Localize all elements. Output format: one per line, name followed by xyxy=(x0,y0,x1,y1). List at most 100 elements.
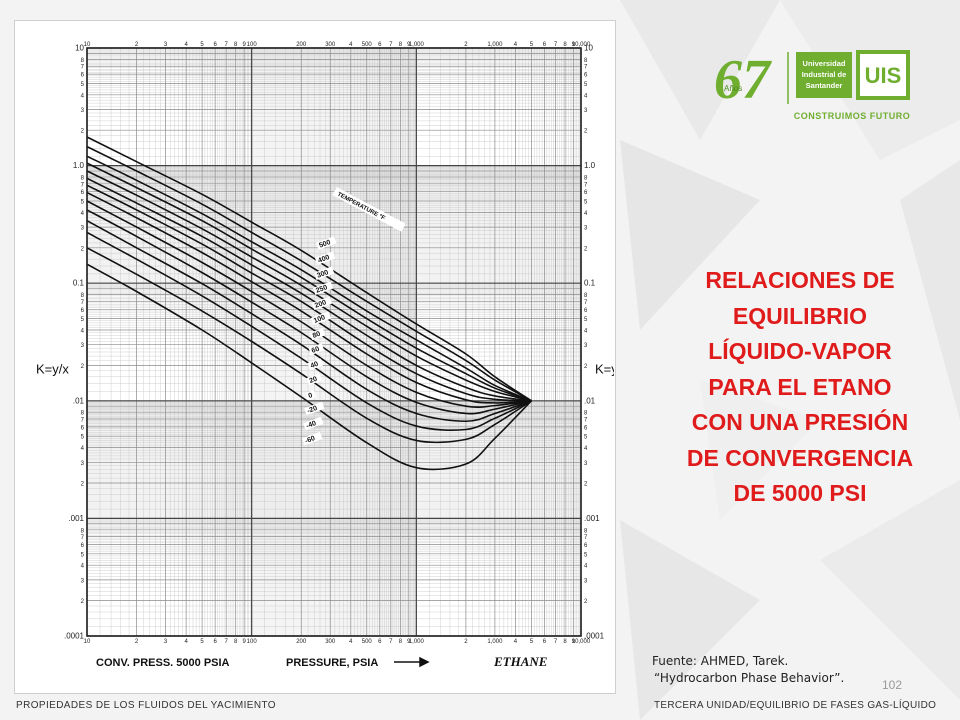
x-tick-label-bottom: 1,000 xyxy=(409,639,425,645)
temperature-label-250: 250 xyxy=(315,284,328,295)
y-tick-label-right: 2 xyxy=(584,364,588,370)
y-tick-label-left: 10 xyxy=(75,44,84,53)
y-tick-label-right: 4 xyxy=(584,446,588,452)
x-tick-label-bottom: 2 xyxy=(464,639,468,645)
k-curve-60 xyxy=(86,191,532,404)
x-tick-label-top: 3 xyxy=(164,42,168,48)
y-tick-label-left: 6 xyxy=(81,543,85,549)
x-tick-label-bottom: 100 xyxy=(247,639,258,645)
y-tick-label-left: 8 xyxy=(81,411,85,417)
y-tick-label-left: 7 xyxy=(81,418,85,424)
title-line: EQUILIBRIO xyxy=(732,302,868,329)
y-tick-label-right: 3 xyxy=(584,461,588,467)
temperature-label-group: 0 xyxy=(305,390,317,401)
y-tick-label-right: 7 xyxy=(584,418,588,424)
y-tick-label-left: 5 xyxy=(81,435,85,441)
y-tick-label-left: 7 xyxy=(81,535,85,541)
temperature-label-bg xyxy=(302,431,323,446)
x-tick-label-top: 6 xyxy=(213,42,217,48)
x-tick-label-top: 9 xyxy=(407,42,411,48)
temperature-label-bg xyxy=(310,311,332,326)
x-tick-label-top: 1,000 xyxy=(487,42,503,48)
y-tick-label-left: 4 xyxy=(81,564,85,570)
uis-seal xyxy=(856,50,910,100)
temperature-label-200: 200 xyxy=(314,299,327,310)
svg-text:Industrial de: Industrial de xyxy=(802,70,847,79)
x-tick-label-top: 5 xyxy=(200,42,204,48)
y-tick-label-right: .0001 xyxy=(584,632,605,641)
y-tick-label-right: 8 xyxy=(584,175,588,181)
k-curve--20 xyxy=(86,231,532,431)
x-tick-label-top: 9 xyxy=(242,42,246,48)
y-tick-label-left: 8 xyxy=(81,293,85,299)
k-curve-20 xyxy=(86,209,532,415)
x-tick-label-bottom: 6 xyxy=(213,639,217,645)
y-tick-label-left: 5 xyxy=(81,82,85,88)
y-tick-label-left: 8 xyxy=(81,58,85,64)
k-curve-80 xyxy=(86,184,532,402)
temperature-label--60: -60 xyxy=(304,435,316,445)
k-curve-400 xyxy=(86,145,532,402)
x-tick-label-bottom: 200 xyxy=(296,639,307,645)
y-tick-label-left: 4 xyxy=(81,328,85,334)
y-tick-label-right: 3 xyxy=(584,578,588,584)
x-tick-label-bottom: 10 xyxy=(84,639,91,645)
title-line: CON UNA PRESIÓN xyxy=(691,409,909,435)
anniversary-number: 67 xyxy=(714,49,772,111)
y-tick-label-left: 6 xyxy=(81,190,85,196)
x-tick-label-bottom: 3 xyxy=(164,639,168,645)
temperature-label-80: 80 xyxy=(312,331,322,340)
temperature-label-group: 80 xyxy=(309,328,326,341)
x-tick-label-bottom: 10,000 xyxy=(572,639,591,645)
uis-logo: 67 Años Universidad Industrial de Santan… xyxy=(714,49,910,121)
x-axis-arrow xyxy=(394,656,430,668)
temperature-label-100: 100 xyxy=(313,314,326,325)
y-tick-label-left: 5 xyxy=(81,552,85,558)
x-tick-label-bottom: 4 xyxy=(514,639,518,645)
source-citation: Fuente: AHMED, Tarek. “Hydrocarbon Phase… xyxy=(652,653,844,687)
temperature-label-bg xyxy=(305,390,317,401)
x-tick-label-top: 10 xyxy=(84,42,91,48)
x-tick-label-bottom: 8 xyxy=(399,639,403,645)
x-tick-label-top: 8 xyxy=(399,42,403,48)
title-line: LÍQUIDO-VAPOR xyxy=(708,338,892,364)
temperature-label-40: 40 xyxy=(310,361,320,370)
temperature-label-bg xyxy=(311,296,333,311)
y-tick-label-left: 0.1 xyxy=(73,279,85,288)
plot-border xyxy=(86,47,582,637)
x-tick-label-bottom: 9 xyxy=(407,639,411,645)
y-tick-label-right: 5 xyxy=(584,317,588,323)
y-tick-label-right: 2 xyxy=(584,246,588,252)
x-tick-label-bottom: 1,000 xyxy=(487,639,503,645)
temperature-label-group: -60 xyxy=(302,431,323,446)
x-tick-label-top: 200 xyxy=(296,42,307,48)
temperature-label-group: -40 xyxy=(303,416,324,431)
title-line: DE 5000 PSI xyxy=(733,480,867,506)
temperature-label-bg xyxy=(309,328,326,341)
y-tick-label-right: 2 xyxy=(584,481,588,487)
y-tick-label-right: 3 xyxy=(584,226,588,232)
x-tick-label-bottom: 4 xyxy=(184,639,188,645)
temperature-label-bg xyxy=(304,401,325,416)
x-tick-label-top: 4 xyxy=(514,42,518,48)
y-tick-label-right: 2 xyxy=(584,599,588,605)
temperature-header-bg xyxy=(332,187,406,232)
y-tick-label-right: 8 xyxy=(584,293,588,299)
y-tick-label-left: 7 xyxy=(81,300,85,306)
y-tick-label-right: 5 xyxy=(584,435,588,441)
k-curve-100 xyxy=(86,177,532,402)
y-tick-label-right: 6 xyxy=(584,425,588,431)
y-tick-label-right: 7 xyxy=(584,300,588,306)
footer-right: TERCERA UNIDAD/EQUILIBRIO DE FASES GAS-L… xyxy=(654,700,937,711)
k-curve-250 xyxy=(86,162,532,402)
x-tick-label-top: 9 xyxy=(572,42,576,48)
y-tick-label-right: .01 xyxy=(584,396,596,405)
x-tick-label-bottom: 6 xyxy=(543,639,547,645)
y-tick-label-left: 3 xyxy=(81,461,85,467)
x-tick-label-top: 8 xyxy=(234,42,238,48)
k-curves xyxy=(86,136,533,471)
k-curve-40 xyxy=(86,200,532,409)
x-tick-label-top: 7 xyxy=(224,42,228,48)
x-tick-label-top: 100 xyxy=(247,42,258,48)
temperature-label-bg xyxy=(312,281,334,295)
